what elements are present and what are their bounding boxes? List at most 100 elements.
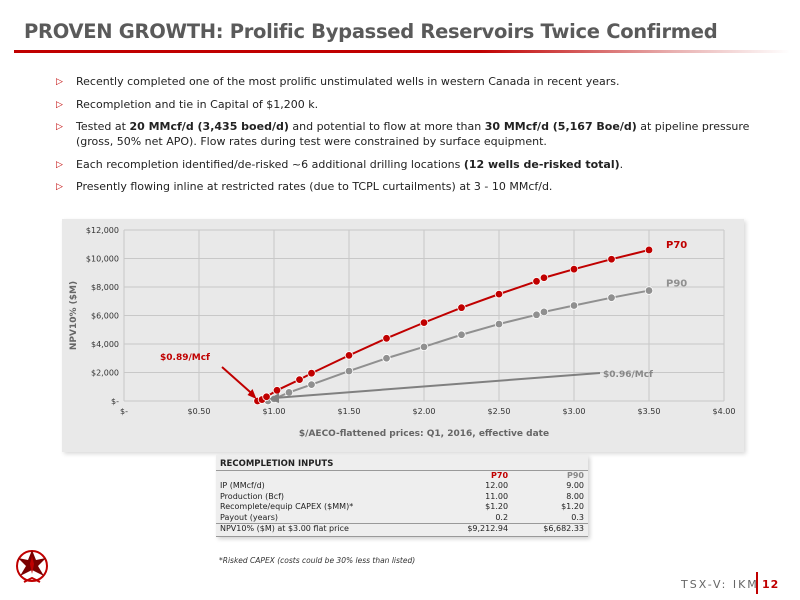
data-point-p70 [307, 369, 316, 378]
table-row: Recomplete/equip CAPEX ($MM)* $1.20 $1.20 [216, 502, 588, 513]
bullet-text: Tested at [76, 120, 130, 134]
data-point-p90 [532, 310, 541, 319]
data-point-p70 [382, 334, 391, 343]
bullet-text: and potential to flow at more than [288, 120, 485, 134]
annotation-arrowhead-p70 [247, 389, 257, 399]
page-number: 12 [762, 578, 780, 591]
bullet-text: 20 MMcf/d (3,435 boed/d) [129, 120, 289, 134]
row-value-p90: 9.00 [566, 481, 584, 490]
row-label: NPV10% ($M) at $3.00 flat price [216, 523, 437, 537]
recompletion-inputs-table: RECOMPLETION INPUTS P70 P90 IP (MMcf/d) 1… [216, 455, 588, 537]
x-tick-label: $0.50 [188, 407, 211, 416]
series-label-p70: P70 [666, 240, 687, 251]
row-value-p90: 0.3 [571, 512, 584, 522]
table-caption: RECOMPLETION INPUTS [216, 455, 588, 471]
table-row: Production (Bcf) 11.00 8.00 [216, 492, 588, 503]
row-value-p70: 12.00 [485, 481, 509, 490]
table-row: Payout (years) 0.2 0.3 [216, 513, 588, 524]
triangle-bullet-icon: ▷ [56, 122, 63, 133]
row-value-p90: $6,682.33 [512, 523, 588, 537]
col-header-p70: P70 [491, 470, 509, 480]
x-tick-label: $- [120, 407, 128, 416]
y-axis-label: NPV10% ($M) [69, 281, 79, 350]
phoenix-logo-icon [16, 550, 48, 583]
data-point-p70 [272, 386, 282, 395]
bullet-text: Recently completed one of the most proli… [76, 75, 620, 88]
series-label-p90: P90 [666, 279, 687, 290]
x-tick-label: $4.00 [713, 407, 736, 416]
data-point-p90 [457, 330, 466, 339]
y-tick-label: $6,000 [91, 312, 119, 321]
triangle-bullet-icon: ▷ [56, 77, 63, 87]
row-value-p70: $9,212.94 [436, 523, 513, 537]
bullet-text: (12 wells de-risked total) [463, 157, 620, 171]
bullet-text: Recompletion and tie in Capital of $1,20… [76, 97, 319, 111]
ticker-symbol: TSX-V: IKM [681, 578, 759, 591]
page-number-divider [756, 572, 758, 594]
row-value-p70: 11.00 [485, 491, 509, 501]
bullet-list: ▷ Recently completed one of the most prol… [56, 75, 756, 203]
row-value-p90: $1.20 [561, 502, 584, 511]
row-label: Recomplete/equip CAPEX ($MM)* [220, 502, 354, 511]
data-point-p90 [644, 286, 654, 295]
row-value-p70: 0.2 [495, 512, 509, 522]
annotation-arrow-p70 [221, 366, 255, 396]
x-axis-label: $/AECO-flattened prices: Q1, 2016, effec… [299, 429, 549, 439]
data-point-p70 [295, 375, 304, 384]
data-point-p90 [382, 354, 391, 363]
bullet-item: ▷ Recently completed one of the most prol… [56, 75, 756, 90]
data-point-p90 [539, 307, 549, 317]
title-underline [14, 50, 790, 53]
data-point-p90 [307, 380, 316, 389]
bullet-item: ▷ Presently flowing inline at restricted … [56, 180, 756, 195]
y-tick-label: $4,000 [91, 340, 119, 349]
annotation-arrowhead-p90 [269, 393, 279, 403]
data-point-p70 [644, 245, 654, 255]
data-point-p90 [419, 342, 429, 352]
data-point-p90 [284, 388, 294, 397]
data-point-p70 [607, 255, 616, 264]
data-point-p70 [262, 392, 271, 401]
row-value-p70: $1.20 [485, 502, 509, 511]
triangle-bullet-icon: ▷ [56, 182, 63, 193]
npv-chart: $- $2,000 $4,000 $6,000 $8,000 $10,000 $12,000… [69, 226, 736, 439]
y-tick-label: $10,000 [86, 255, 119, 264]
data-point-p90 [344, 366, 354, 376]
y-tick-label: $12,000 [86, 226, 119, 235]
row-label: Payout (years) [220, 512, 279, 522]
bullet-text: 30 MMcf/d (5,167 Boe/d) [484, 120, 637, 134]
data-point-p70 [494, 289, 504, 299]
page-title: PROVEN GROWTH: Prolific Bypassed Reservo… [24, 20, 718, 43]
annotation-label-p70: $0.89/Mcf [160, 353, 210, 363]
x-tick-label: $1.00 [263, 407, 286, 416]
bullet-text: Each recompletion identified/de-risked ~… [76, 157, 464, 171]
y-tick-label: $2,000 [91, 369, 119, 378]
table-row-npv: NPV10% ($M) at $3.00 flat price $9,212.9… [216, 523, 588, 537]
data-point-p70 [539, 273, 549, 282]
data-point-p90 [569, 301, 579, 310]
row-label: Production (Bcf) [220, 491, 285, 501]
bullet-item: ▷ Recompletion and tie in Capital of $1,2… [56, 98, 756, 113]
bullet-item: ▷ Tested at 20 MMcf/d (3,435 boed/d) and … [56, 120, 756, 149]
data-point-p70 [344, 351, 354, 360]
series-line-p70 [257, 248, 650, 402]
triangle-bullet-icon: ▷ [56, 99, 63, 110]
annotation-arrow-p90 [273, 372, 601, 399]
bullet-text: . [619, 157, 624, 171]
y-tick-label: $8,000 [91, 283, 119, 292]
row-label: IP (MMcf/d) [220, 481, 265, 490]
col-header-p90: P90 [567, 470, 584, 480]
bullet-text: Presently flowing inline at restricted r… [76, 180, 553, 194]
data-point-p70 [569, 264, 579, 274]
data-point-p70 [419, 318, 429, 327]
npv-chart-panel: $- $2,000 $4,000 $6,000 $8,000 $10,000 $12,000… [62, 219, 744, 452]
data-point-p70 [457, 303, 466, 312]
x-tick-label: $3.00 [563, 407, 586, 416]
triangle-bullet-icon: ▷ [56, 159, 63, 170]
data-point-p90 [607, 293, 616, 302]
table-row: IP (MMcf/d) 12.00 9.00 [216, 481, 588, 492]
bullet-text: at pipeline pressure (gross, 50% net APO… [76, 120, 750, 148]
capex-footnote: *Risked CAPEX (costs could be 30% less t… [219, 556, 416, 565]
x-tick-label: $3.50 [638, 407, 661, 416]
x-tick-label: $1.50 [338, 407, 361, 416]
